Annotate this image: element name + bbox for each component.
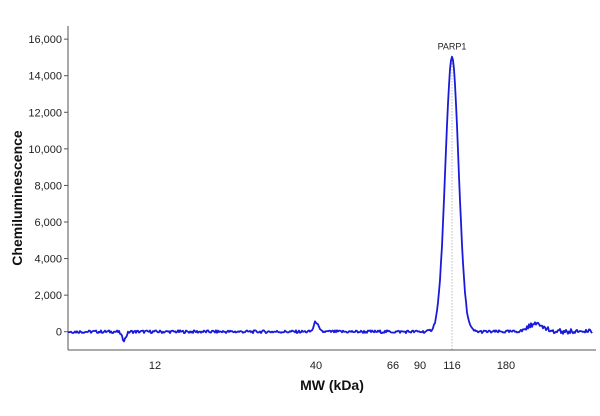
x-axis-title: MW (kDa): [300, 377, 364, 393]
x-tick-label: 40: [310, 360, 322, 372]
y-tick-label: 16,000: [28, 34, 62, 46]
plot-area: [67, 55, 593, 350]
y-tick-label: 14,000: [28, 71, 62, 83]
x-tick-label: 66: [387, 360, 399, 372]
x-tick-label: 180: [497, 360, 515, 372]
x-tick-label: 12: [149, 360, 161, 372]
y-tick-label: 12,000: [28, 107, 62, 119]
y-axis-title: Chemiluminescence: [9, 130, 25, 266]
x-tick-label: 116: [443, 360, 461, 372]
y-tick-label: 8,000: [34, 180, 62, 192]
y-tick-label: 10,000: [28, 144, 62, 156]
y-tick-label: 0: [56, 327, 62, 339]
signal-trace: [67, 55, 593, 343]
y-tick-label: 2,000: [34, 290, 62, 302]
x-axis: 12 40 66 90 116 180: [68, 349, 596, 372]
y-tick-label: 6,000: [34, 217, 62, 229]
x-tick-label: 90: [414, 360, 426, 372]
peak-annotation-parp1: PARP1: [438, 41, 467, 51]
y-tick-label: 4,000: [34, 254, 62, 266]
y-axis: 0 2,000 4,000 6,000 8,000 10,000 12,000 14,000 1…: [28, 26, 69, 350]
